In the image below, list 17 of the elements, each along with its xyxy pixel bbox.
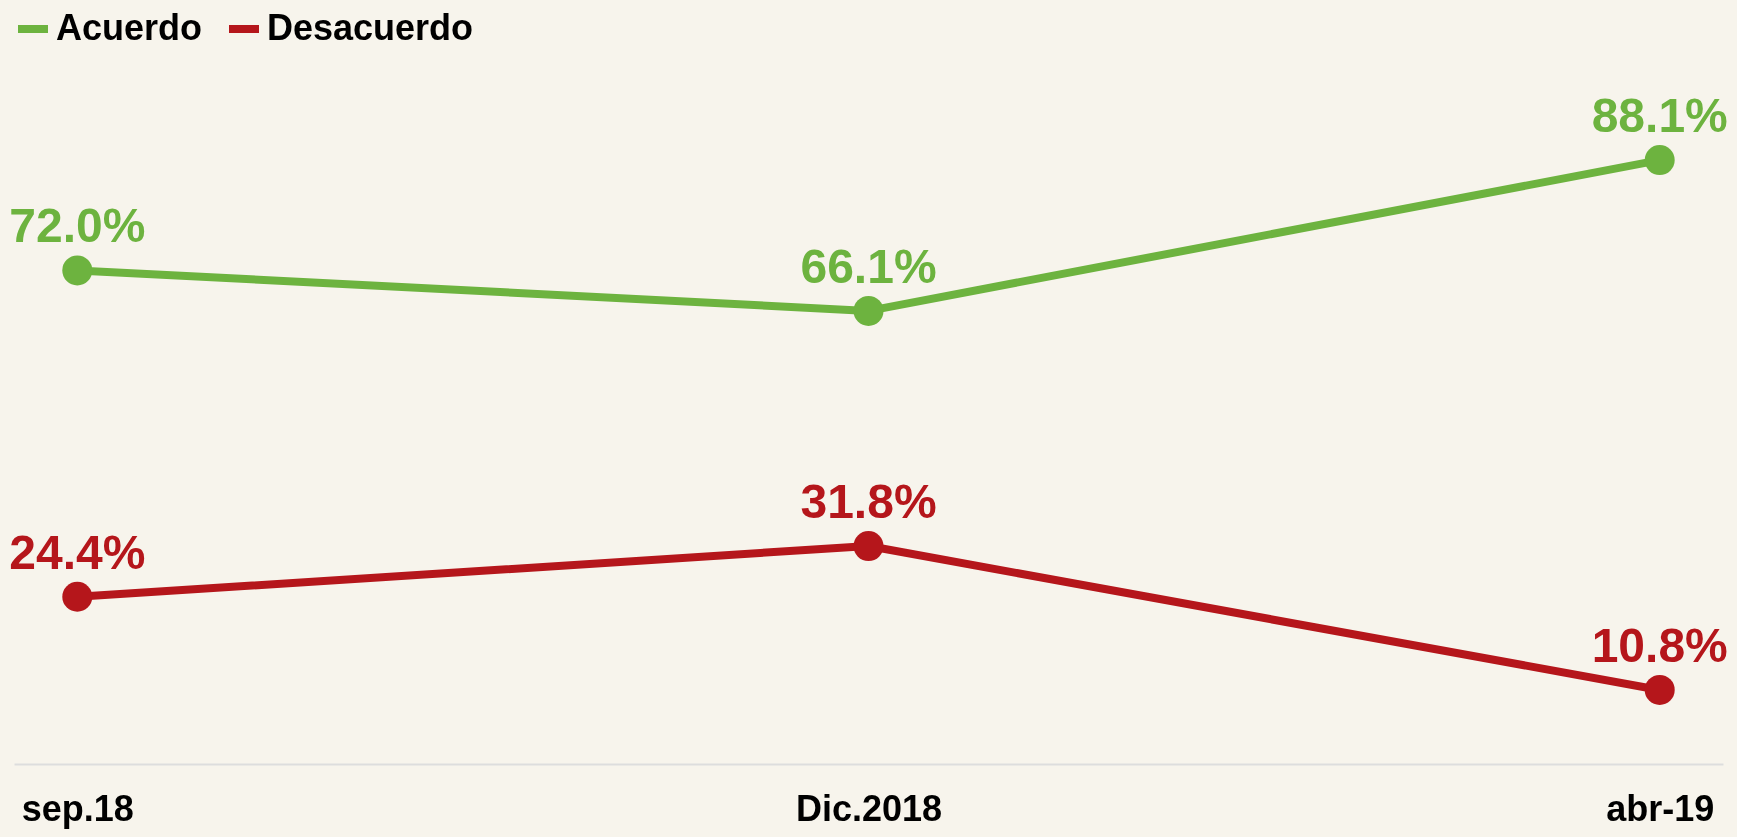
x-tick-label: Dic.2018	[795, 787, 943, 829]
data-label: 88.1%	[1591, 89, 1728, 143]
data-label: 72.0%	[9, 199, 146, 253]
x-tick-label: sep.18	[21, 787, 134, 829]
data-label: 66.1%	[800, 239, 937, 293]
x-tick-label: abr-19	[1606, 787, 1715, 829]
legend-label: Desacuerdo	[267, 7, 474, 48]
data-label: 24.4%	[9, 525, 146, 579]
point	[853, 295, 884, 326]
point	[853, 531, 884, 561]
point	[62, 255, 93, 286]
data-label: 31.8%	[800, 475, 937, 529]
data-label: 10.8%	[1591, 618, 1728, 672]
legend-label: Acuerdo	[56, 7, 203, 48]
point	[62, 581, 93, 612]
point	[1644, 675, 1675, 705]
point	[1644, 145, 1675, 176]
